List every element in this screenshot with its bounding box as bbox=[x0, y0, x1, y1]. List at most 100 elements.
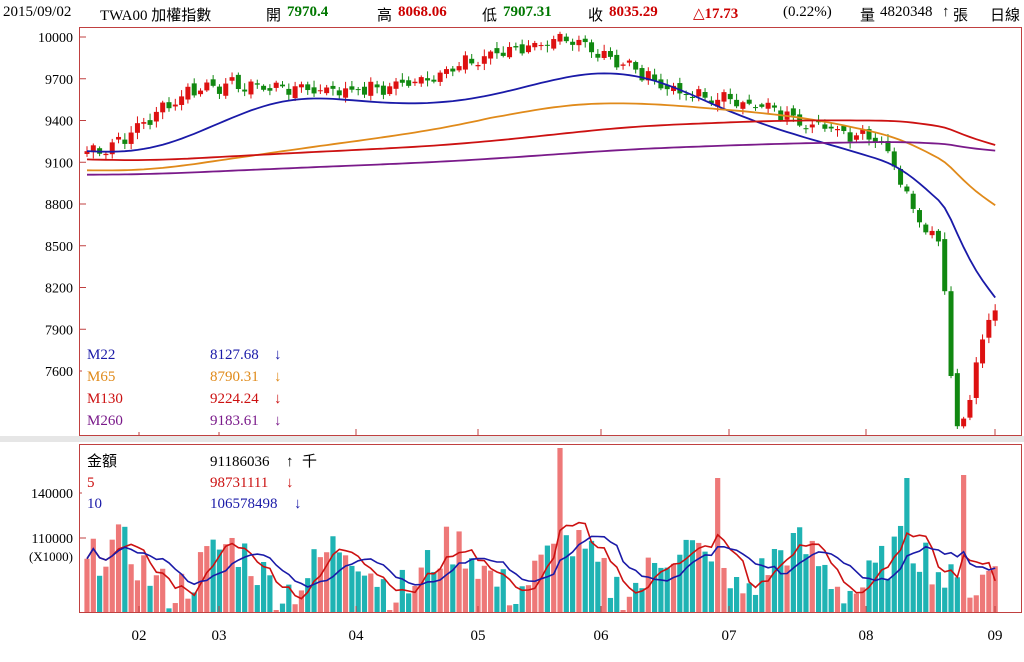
price-legend-name: M260 bbox=[87, 413, 123, 429]
volume-bar bbox=[242, 543, 248, 612]
volume-bar bbox=[97, 575, 103, 612]
volume-bar bbox=[670, 563, 677, 612]
month-label: 02 bbox=[132, 628, 147, 644]
volume-bar bbox=[645, 557, 651, 612]
candle-body bbox=[229, 77, 235, 81]
candle-body bbox=[330, 85, 336, 89]
volume-bar bbox=[462, 568, 469, 612]
volume-bar bbox=[601, 557, 607, 612]
change-value: △17.73 bbox=[693, 6, 739, 22]
volume-bar bbox=[418, 567, 424, 612]
candle-body bbox=[292, 86, 298, 99]
volume-bar bbox=[229, 537, 235, 612]
volume-bar bbox=[273, 610, 279, 612]
candle-body bbox=[305, 84, 311, 91]
volume-bar bbox=[967, 597, 973, 612]
volume-bar bbox=[544, 545, 550, 612]
volume-legend-value: 106578498 bbox=[210, 496, 278, 512]
volume-bar bbox=[412, 585, 418, 612]
price-tick-label: 8800 bbox=[45, 198, 73, 213]
candle-body bbox=[336, 90, 342, 96]
candle-body bbox=[103, 153, 109, 156]
candle-body bbox=[740, 102, 746, 109]
candle-body bbox=[563, 36, 569, 42]
candle-body bbox=[809, 124, 815, 128]
candle-body bbox=[450, 68, 456, 72]
candle-body bbox=[702, 92, 708, 98]
candle-body bbox=[601, 50, 607, 58]
volume-bar bbox=[513, 603, 519, 612]
pane-separator bbox=[0, 436, 1024, 442]
price-legend-value: 8790.31 bbox=[210, 369, 259, 385]
month-label: 07 bbox=[722, 628, 738, 644]
volume-bar bbox=[336, 552, 342, 612]
candle-body bbox=[715, 99, 721, 107]
price-legend-arrow: ↓ bbox=[274, 369, 282, 385]
volume-bar bbox=[153, 575, 159, 612]
quote-header: 2015/09/02 TWA00 加權指數 開 7970.4 高 8068.06… bbox=[0, 0, 1024, 26]
candle-body bbox=[734, 99, 740, 107]
volume-bar bbox=[223, 544, 229, 612]
volume-bar bbox=[387, 610, 393, 612]
volume-bar bbox=[986, 570, 992, 612]
candle-body bbox=[771, 105, 777, 108]
ma-line-m130 bbox=[86, 119, 996, 161]
candle-body bbox=[160, 102, 166, 113]
candle-body bbox=[986, 319, 992, 338]
candle-body bbox=[153, 111, 159, 122]
candle-body bbox=[696, 89, 702, 97]
volume-bar bbox=[872, 562, 878, 612]
candle-body bbox=[961, 418, 967, 427]
candle-body bbox=[298, 84, 304, 88]
volume-bar bbox=[614, 576, 620, 612]
volume-bar bbox=[916, 571, 923, 612]
volume-bar bbox=[721, 567, 727, 612]
volume-bar bbox=[860, 587, 866, 612]
volume-bar bbox=[450, 564, 456, 612]
volume-bar bbox=[185, 598, 191, 612]
candle-body bbox=[311, 87, 317, 94]
candle-body bbox=[916, 210, 922, 223]
candle-body bbox=[109, 142, 115, 155]
candle-body bbox=[343, 88, 349, 98]
candle-body bbox=[286, 88, 292, 95]
volume-value: 4820348 bbox=[880, 4, 933, 20]
volume-bar bbox=[380, 579, 387, 612]
open-label: 開 bbox=[266, 8, 282, 24]
volume-bar bbox=[179, 573, 185, 612]
volume-bar bbox=[235, 566, 241, 612]
price-legend-name: M130 bbox=[87, 391, 123, 407]
volume-bar bbox=[570, 556, 576, 612]
candle-body bbox=[929, 230, 935, 236]
candle-body bbox=[551, 39, 557, 49]
volume-bar bbox=[588, 540, 595, 612]
candle-body bbox=[122, 139, 128, 144]
volume-bar bbox=[456, 531, 462, 612]
volume-bar bbox=[368, 573, 374, 612]
volume-bar bbox=[399, 569, 405, 612]
candle-body bbox=[721, 92, 727, 102]
candle-body bbox=[992, 310, 998, 321]
volume-bar bbox=[191, 592, 197, 612]
candle-body bbox=[885, 141, 891, 152]
volume-bar bbox=[797, 527, 803, 612]
candle-body bbox=[185, 86, 191, 100]
price-tick-label: 9100 bbox=[45, 156, 73, 171]
candle-body bbox=[683, 94, 689, 96]
price-tick-label: 10000 bbox=[38, 31, 73, 46]
volume-bar bbox=[658, 567, 664, 612]
volume-bar bbox=[752, 594, 759, 612]
volume-bar bbox=[286, 584, 292, 612]
candle-body bbox=[380, 85, 386, 95]
volume-bar bbox=[506, 605, 513, 612]
volume-bar bbox=[961, 475, 967, 612]
volume-bar bbox=[803, 554, 809, 612]
volume-bar bbox=[809, 540, 815, 612]
price-tick-label: 9400 bbox=[45, 115, 73, 130]
volume-bar bbox=[166, 608, 172, 612]
volume-bar bbox=[500, 569, 506, 612]
candle-body bbox=[349, 86, 355, 90]
candle-body bbox=[437, 72, 443, 82]
price-tick-label: 8500 bbox=[45, 240, 73, 255]
volume-bar bbox=[885, 578, 891, 612]
